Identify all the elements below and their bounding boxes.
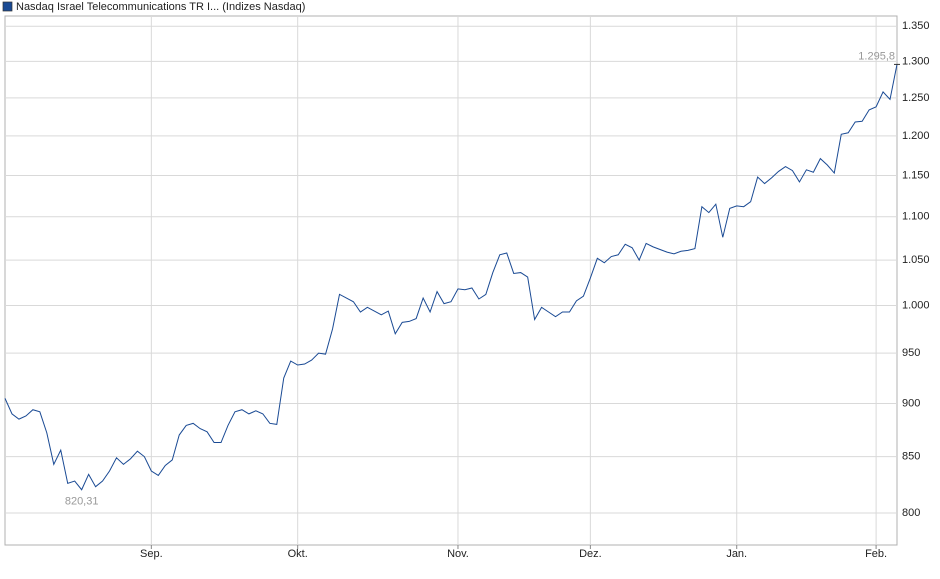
x-tick-label: Okt. bbox=[288, 548, 308, 560]
plot-area bbox=[4, 15, 898, 546]
y-tick-label: 1.250 bbox=[902, 92, 930, 104]
value-label: 1.295,8 bbox=[858, 50, 895, 62]
x-tick-label: Jan. bbox=[726, 548, 747, 560]
x-tick-label: Dez. bbox=[579, 548, 602, 560]
y-tick-label: 1.150 bbox=[902, 169, 930, 181]
y-tick-label: 900 bbox=[902, 397, 920, 409]
y-tick-label: 1.100 bbox=[902, 211, 930, 223]
y-tick-label: 1.050 bbox=[902, 254, 930, 266]
y-tick-label: 950 bbox=[902, 347, 920, 359]
x-tick-label: Feb. bbox=[865, 548, 887, 560]
y-tick-label: 1.000 bbox=[902, 299, 930, 311]
price-line bbox=[4, 64, 898, 491]
value-label: 820,31 bbox=[65, 496, 99, 508]
y-tick-label: 1.200 bbox=[902, 130, 930, 142]
y-tick-label: 1.300 bbox=[902, 55, 930, 67]
x-tick-label: Sep. bbox=[140, 548, 163, 560]
legend-label: Nasdaq Israel Telecommunications TR I...… bbox=[16, 1, 305, 13]
y-tick-label: 850 bbox=[902, 451, 920, 463]
y-tick-label: 1.350 bbox=[902, 20, 930, 32]
legend-swatch bbox=[2, 1, 13, 12]
y-tick-label: 800 bbox=[902, 507, 920, 519]
x-tick-label: Nov. bbox=[447, 548, 469, 560]
